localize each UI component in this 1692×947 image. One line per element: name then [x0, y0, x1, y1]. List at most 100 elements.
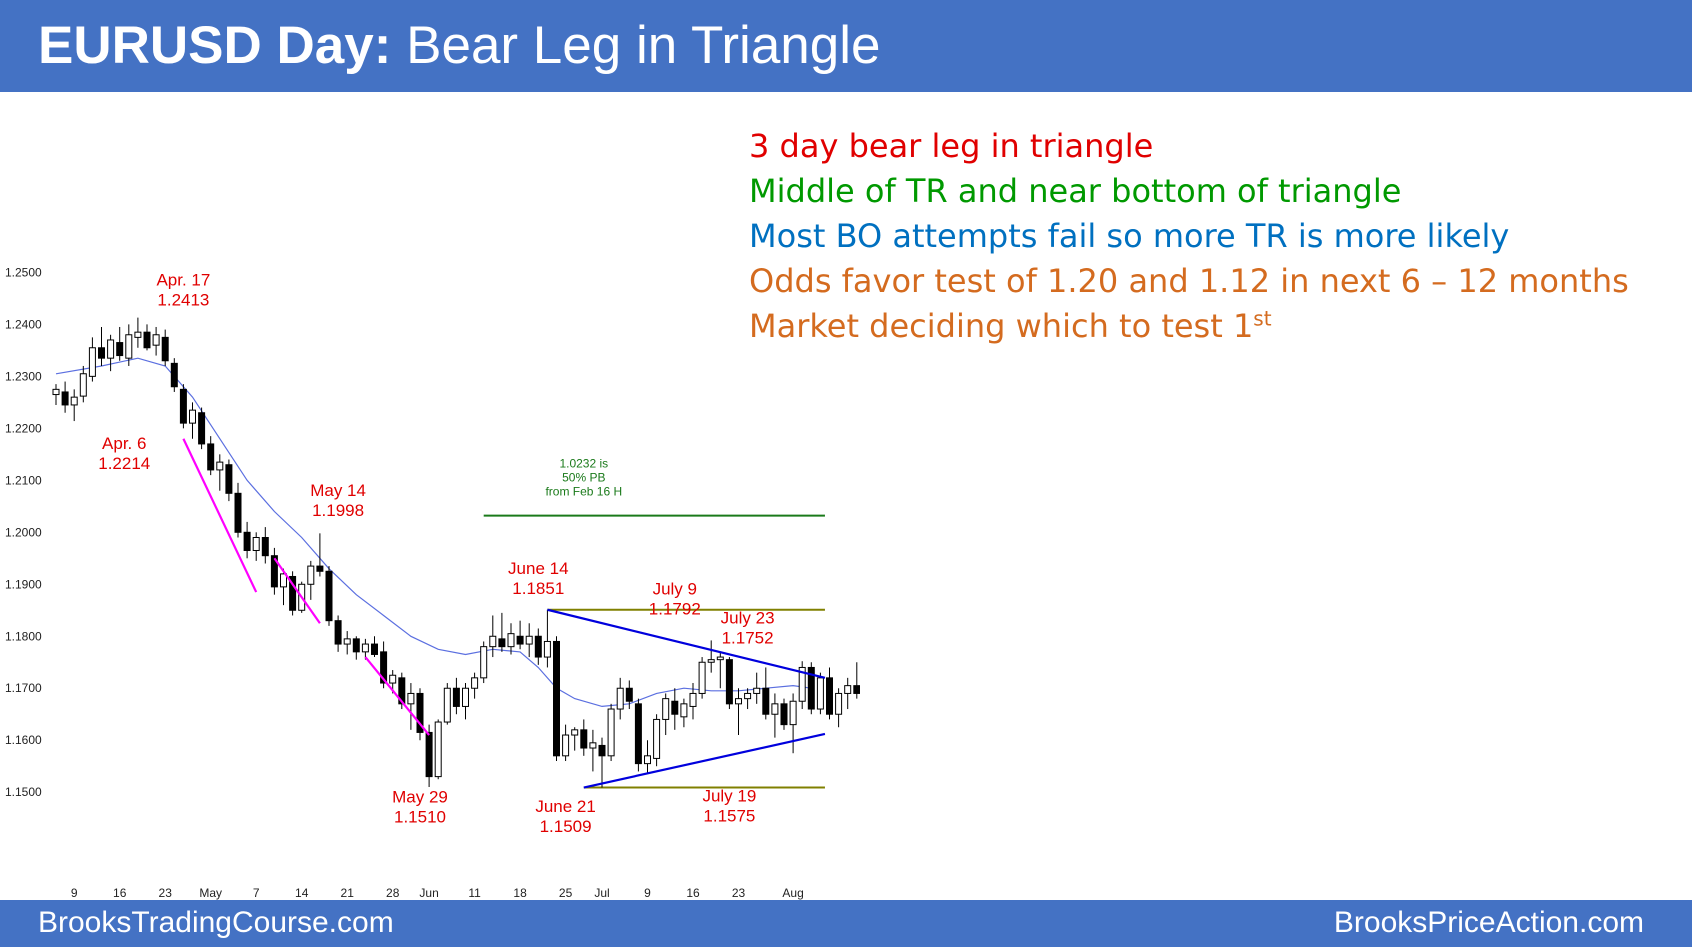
footer-left-site: BrooksTradingCourse.com [38, 906, 394, 939]
bear-candle-body [425, 731, 433, 778]
bear-candle-body [380, 651, 388, 684]
bull-candle-body [644, 755, 651, 765]
bear-candle-body [225, 464, 233, 494]
candle [88, 337, 96, 382]
annotation-line: July 23 [721, 608, 775, 627]
annotation-label: May 14 1.1998 [310, 481, 366, 520]
candle [816, 672, 824, 715]
x-tick-label: 18 [513, 886, 527, 900]
candle [525, 623, 533, 658]
bull-candle-body [653, 718, 661, 759]
candle [516, 620, 524, 650]
candle [207, 436, 215, 476]
candle [480, 641, 488, 684]
bull-candle-body [70, 396, 78, 406]
bull-candle-body [835, 692, 843, 715]
candle [79, 365, 87, 403]
annotation-label: June 14 1.1851 [508, 559, 569, 598]
annotation-line: June 21 [535, 797, 596, 816]
candle [307, 560, 315, 600]
bull-candle-body [152, 334, 160, 346]
bear-candle-body [170, 362, 178, 388]
annotation-label: May 29 1.1510 [392, 788, 448, 827]
candle [553, 636, 560, 762]
bear-candle-body [98, 347, 105, 359]
note-bear-leg-text: 3 day bear leg in triangle [749, 127, 1154, 165]
bear-candle-body [398, 677, 406, 705]
candle [671, 688, 679, 730]
bear-channel-line [364, 656, 430, 736]
candle [826, 667, 833, 720]
candle [644, 740, 651, 775]
y-tick-label: 1.2100 [5, 473, 42, 487]
annotation-line: 1.1752 [722, 628, 774, 647]
bull-candle-body [607, 708, 615, 757]
candle [716, 651, 724, 689]
x-tick-label: 11 [468, 886, 481, 900]
bull-candle-body [735, 698, 742, 705]
bull-candle-body [689, 692, 697, 707]
x-tick-label: 7 [253, 886, 260, 900]
bear-candle-body [179, 388, 187, 424]
candle [762, 667, 770, 720]
candle [462, 683, 469, 720]
bear-candle-body [207, 443, 215, 471]
bear-candle-body [553, 640, 560, 757]
bear-candle-body [261, 536, 269, 557]
candle [170, 358, 178, 392]
bull-candle-body [707, 659, 715, 663]
bull-candle-body [489, 635, 497, 648]
bull-candle-body [407, 692, 415, 705]
note-odds-favor-text: Odds favor test of 1.20 and 1.12 in next… [749, 262, 1629, 300]
chart-annotations: Apr. 17 1.2413 Apr. 6 1.2214 May 14 1.1998 Jun… [98, 270, 774, 836]
annotation-line: Apr. 17 [156, 270, 210, 289]
bull-candle-body [189, 409, 196, 424]
title-description: Bear Leg in Triangle [391, 16, 881, 75]
bull-candle-body [616, 687, 624, 710]
bear-channel-line [182, 438, 258, 593]
bull-candle-body [434, 721, 442, 778]
candle [343, 631, 351, 655]
candle [289, 571, 297, 616]
bull-candle-body [753, 687, 761, 694]
x-tick-label: Jun [419, 886, 438, 900]
bull-candle-body [471, 677, 479, 689]
annotation-line: 1.1792 [649, 600, 701, 619]
candlesticks [52, 317, 860, 788]
bull-candle-body [107, 339, 115, 359]
candle [134, 317, 142, 348]
candle [316, 533, 324, 577]
candle [662, 693, 670, 736]
x-tick-label: 23 [159, 886, 173, 900]
x-tick-label: 14 [295, 886, 309, 900]
x-tick-label: May [199, 886, 222, 900]
bull-candle-body [798, 666, 806, 702]
candle [198, 407, 206, 450]
y-tick-label: 1.1900 [5, 577, 42, 591]
annotation-label: July 23 1.1752 [721, 608, 775, 647]
title-bar: EURUSD Day: Bear Leg in Triangle [0, 0, 1692, 92]
annotation-line: 1.2214 [98, 454, 150, 473]
candle [580, 719, 588, 756]
candle [261, 527, 269, 564]
bear-candle-body [161, 336, 169, 362]
candle [443, 683, 451, 725]
bear-candle-body [198, 412, 206, 445]
note-middle-of-range: Middle of TR and near bottom of triangle [749, 169, 1649, 214]
bear-candle-body [371, 643, 378, 655]
candle [107, 334, 115, 372]
candle [680, 698, 688, 728]
bear-candle-body [416, 692, 424, 733]
candle [489, 615, 497, 658]
candle [280, 568, 287, 606]
candle [179, 384, 187, 429]
bull-candle-body [307, 565, 315, 585]
y-tick-label: 1.2000 [5, 525, 42, 539]
annotation-line: May 14 [310, 481, 366, 500]
y-tick-label: 1.2400 [5, 317, 42, 331]
y-tick-label: 1.2500 [5, 265, 42, 279]
bear-candle-body [270, 555, 278, 588]
trend-lines [182, 438, 826, 789]
bull-candle-body [280, 573, 287, 588]
analysis-notes: 3 day bear leg in triangle Middle of TR … [749, 124, 1649, 349]
